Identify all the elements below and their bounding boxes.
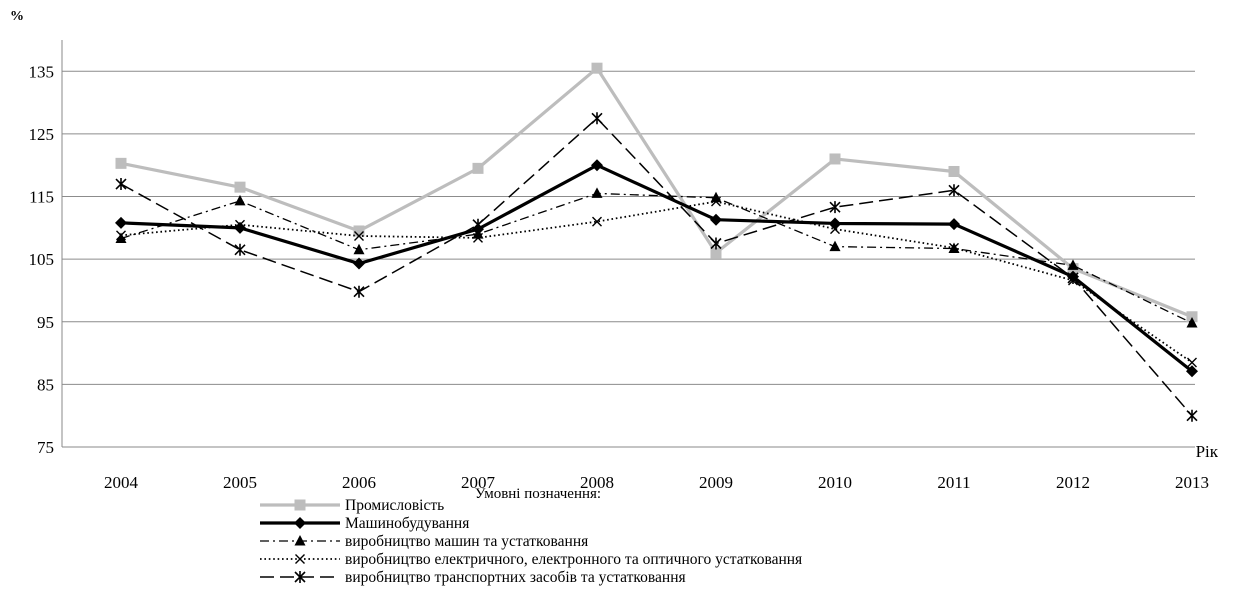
legend-item-4: виробництво електричного, електронного т… xyxy=(260,551,802,568)
data-point xyxy=(234,243,246,256)
x-tick-labels: 2004 2005 2006 2007 2008 2009 2010 2011 2012 2013 xyxy=(104,473,1209,492)
data-point xyxy=(592,216,602,227)
legend-item-3: виробництво машин та устатковання xyxy=(260,533,588,550)
series-5 xyxy=(115,112,1198,422)
data-point xyxy=(234,221,246,234)
data-point xyxy=(710,247,722,259)
y-tick-label: 115 xyxy=(29,188,54,207)
x-tick-label: 2008 xyxy=(580,473,614,492)
series-line xyxy=(120,163,1193,373)
legend-label: виробництво машин та устатковання xyxy=(345,533,588,550)
data-point xyxy=(949,242,959,253)
data-point xyxy=(115,216,127,229)
data-point xyxy=(1186,311,1198,323)
y-axis-unit-label: % xyxy=(10,9,24,24)
series-2 xyxy=(115,159,1198,378)
data-point xyxy=(948,218,960,231)
x-tick-label: 2006 xyxy=(342,473,376,492)
data-point xyxy=(710,213,722,226)
x-tick-label: 2009 xyxy=(699,473,733,492)
data-point xyxy=(116,230,126,241)
data-point xyxy=(1067,271,1079,284)
series-line xyxy=(120,192,1193,324)
x-tick-label: 2004 xyxy=(104,473,139,492)
data-point xyxy=(115,178,127,191)
legend-label: виробництво електричного, електронного т… xyxy=(345,551,802,568)
y-tick-label: 95 xyxy=(37,313,54,332)
data-point xyxy=(1067,259,1079,270)
data-point xyxy=(710,237,722,250)
series-line xyxy=(120,117,1193,417)
legend-items: ПромисловістьМашинобудуваннявиробництво … xyxy=(260,497,802,586)
legend-item-2: Машинобудування xyxy=(260,515,469,532)
legend: Умовні позначення: ПромисловістьМашинобу… xyxy=(260,486,802,586)
data-point xyxy=(829,201,841,214)
series-line xyxy=(120,200,1193,364)
data-point xyxy=(711,196,721,207)
data-point xyxy=(234,194,246,206)
x-tick-label: 2007 xyxy=(461,473,496,492)
legend-marker xyxy=(294,517,306,529)
data-point xyxy=(1186,317,1198,328)
x-tick-label: 2012 xyxy=(1056,473,1090,492)
y-tick-labels: 75 85 95 105 115 125 135 xyxy=(29,62,55,457)
data-point xyxy=(115,232,127,243)
data-point xyxy=(591,187,603,198)
y-tick-label: 125 xyxy=(29,125,55,144)
data-point xyxy=(591,62,603,74)
data-point xyxy=(830,224,840,235)
y-tick-label: 85 xyxy=(37,375,54,394)
data-point xyxy=(948,184,960,197)
data-point xyxy=(353,243,365,255)
data-point xyxy=(591,112,603,125)
data-point xyxy=(1186,409,1198,422)
data-point xyxy=(353,285,365,298)
legend-label: Машинобудування xyxy=(345,515,469,532)
data-point xyxy=(829,153,841,165)
x-tick-label: 2013 xyxy=(1175,473,1209,492)
data-point xyxy=(472,162,484,174)
series-4 xyxy=(116,196,1197,368)
data-point xyxy=(354,230,364,241)
legend-marker xyxy=(294,571,306,583)
x-tick-label: 2005 xyxy=(223,473,257,492)
data-point xyxy=(473,232,483,243)
data-point xyxy=(115,157,127,169)
legend-label: виробництво транспортних засобів та уста… xyxy=(345,569,686,586)
legend-item-5: виробництво транспортних засобів та уста… xyxy=(260,569,686,586)
legend-item-1: Промисловість xyxy=(260,497,444,514)
data-point xyxy=(472,218,484,231)
data-point xyxy=(353,225,365,237)
legend-marker xyxy=(295,554,305,564)
legend-marker xyxy=(294,535,306,546)
x-tick-label: 2011 xyxy=(937,473,970,492)
y-tick-label: 75 xyxy=(37,438,54,457)
y-tick-label: 135 xyxy=(29,62,55,81)
data-point xyxy=(235,219,245,230)
data-point xyxy=(829,240,841,252)
series-1 xyxy=(115,62,1198,323)
legend-label: Промисловість xyxy=(345,497,444,514)
legend-marker xyxy=(294,499,306,511)
x-tick-label: 2010 xyxy=(818,473,852,492)
series-3 xyxy=(115,187,1198,328)
series-line xyxy=(120,66,1193,319)
data-point xyxy=(591,159,603,172)
x-axis-title: Рік xyxy=(1196,442,1219,461)
y-tick-label: 105 xyxy=(29,250,55,269)
legend-title: Умовні позначення: xyxy=(475,486,601,502)
series-lines xyxy=(115,62,1198,422)
data-point xyxy=(234,181,246,193)
data-point xyxy=(1187,357,1197,368)
data-point xyxy=(829,217,841,230)
data-point xyxy=(948,165,960,177)
data-point xyxy=(353,257,365,270)
data-point xyxy=(1186,365,1198,378)
gridlines xyxy=(62,70,1195,385)
